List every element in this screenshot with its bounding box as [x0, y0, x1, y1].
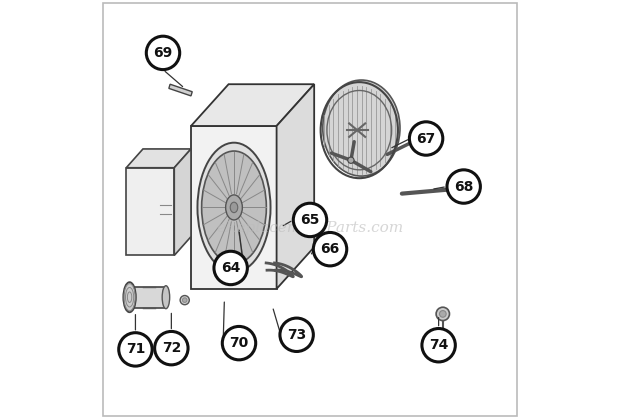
- Circle shape: [422, 328, 455, 362]
- Ellipse shape: [202, 151, 267, 264]
- Text: 67: 67: [417, 132, 436, 145]
- Text: 64: 64: [221, 261, 241, 275]
- Ellipse shape: [440, 310, 446, 317]
- Circle shape: [293, 203, 327, 237]
- Text: 65: 65: [300, 213, 320, 227]
- Circle shape: [214, 251, 247, 285]
- Text: 72: 72: [162, 341, 181, 355]
- Ellipse shape: [180, 295, 189, 305]
- Circle shape: [154, 331, 188, 365]
- Text: 66: 66: [321, 242, 340, 256]
- Ellipse shape: [182, 298, 187, 303]
- Circle shape: [313, 233, 347, 266]
- Polygon shape: [169, 84, 192, 96]
- Polygon shape: [126, 168, 174, 256]
- Ellipse shape: [436, 307, 449, 321]
- Text: 74: 74: [429, 338, 448, 352]
- Text: 71: 71: [126, 342, 145, 357]
- Circle shape: [447, 170, 480, 203]
- Circle shape: [146, 36, 180, 70]
- Text: 73: 73: [287, 328, 306, 342]
- Ellipse shape: [197, 143, 270, 272]
- Text: 69: 69: [153, 46, 172, 60]
- Ellipse shape: [162, 286, 170, 309]
- Circle shape: [409, 122, 443, 155]
- Polygon shape: [126, 149, 191, 168]
- Circle shape: [119, 333, 152, 366]
- Polygon shape: [130, 287, 166, 308]
- Circle shape: [280, 318, 313, 352]
- Text: eReplacementParts.com: eReplacementParts.com: [216, 221, 404, 235]
- Text: 70: 70: [229, 336, 249, 350]
- Circle shape: [223, 326, 255, 360]
- Ellipse shape: [123, 282, 136, 312]
- Text: 68: 68: [454, 179, 473, 194]
- Polygon shape: [277, 84, 314, 289]
- Polygon shape: [174, 149, 191, 256]
- Ellipse shape: [323, 80, 400, 176]
- Ellipse shape: [414, 136, 422, 143]
- Ellipse shape: [230, 202, 237, 212]
- Ellipse shape: [348, 157, 354, 163]
- Polygon shape: [191, 84, 314, 126]
- Ellipse shape: [226, 195, 242, 220]
- Polygon shape: [191, 126, 277, 289]
